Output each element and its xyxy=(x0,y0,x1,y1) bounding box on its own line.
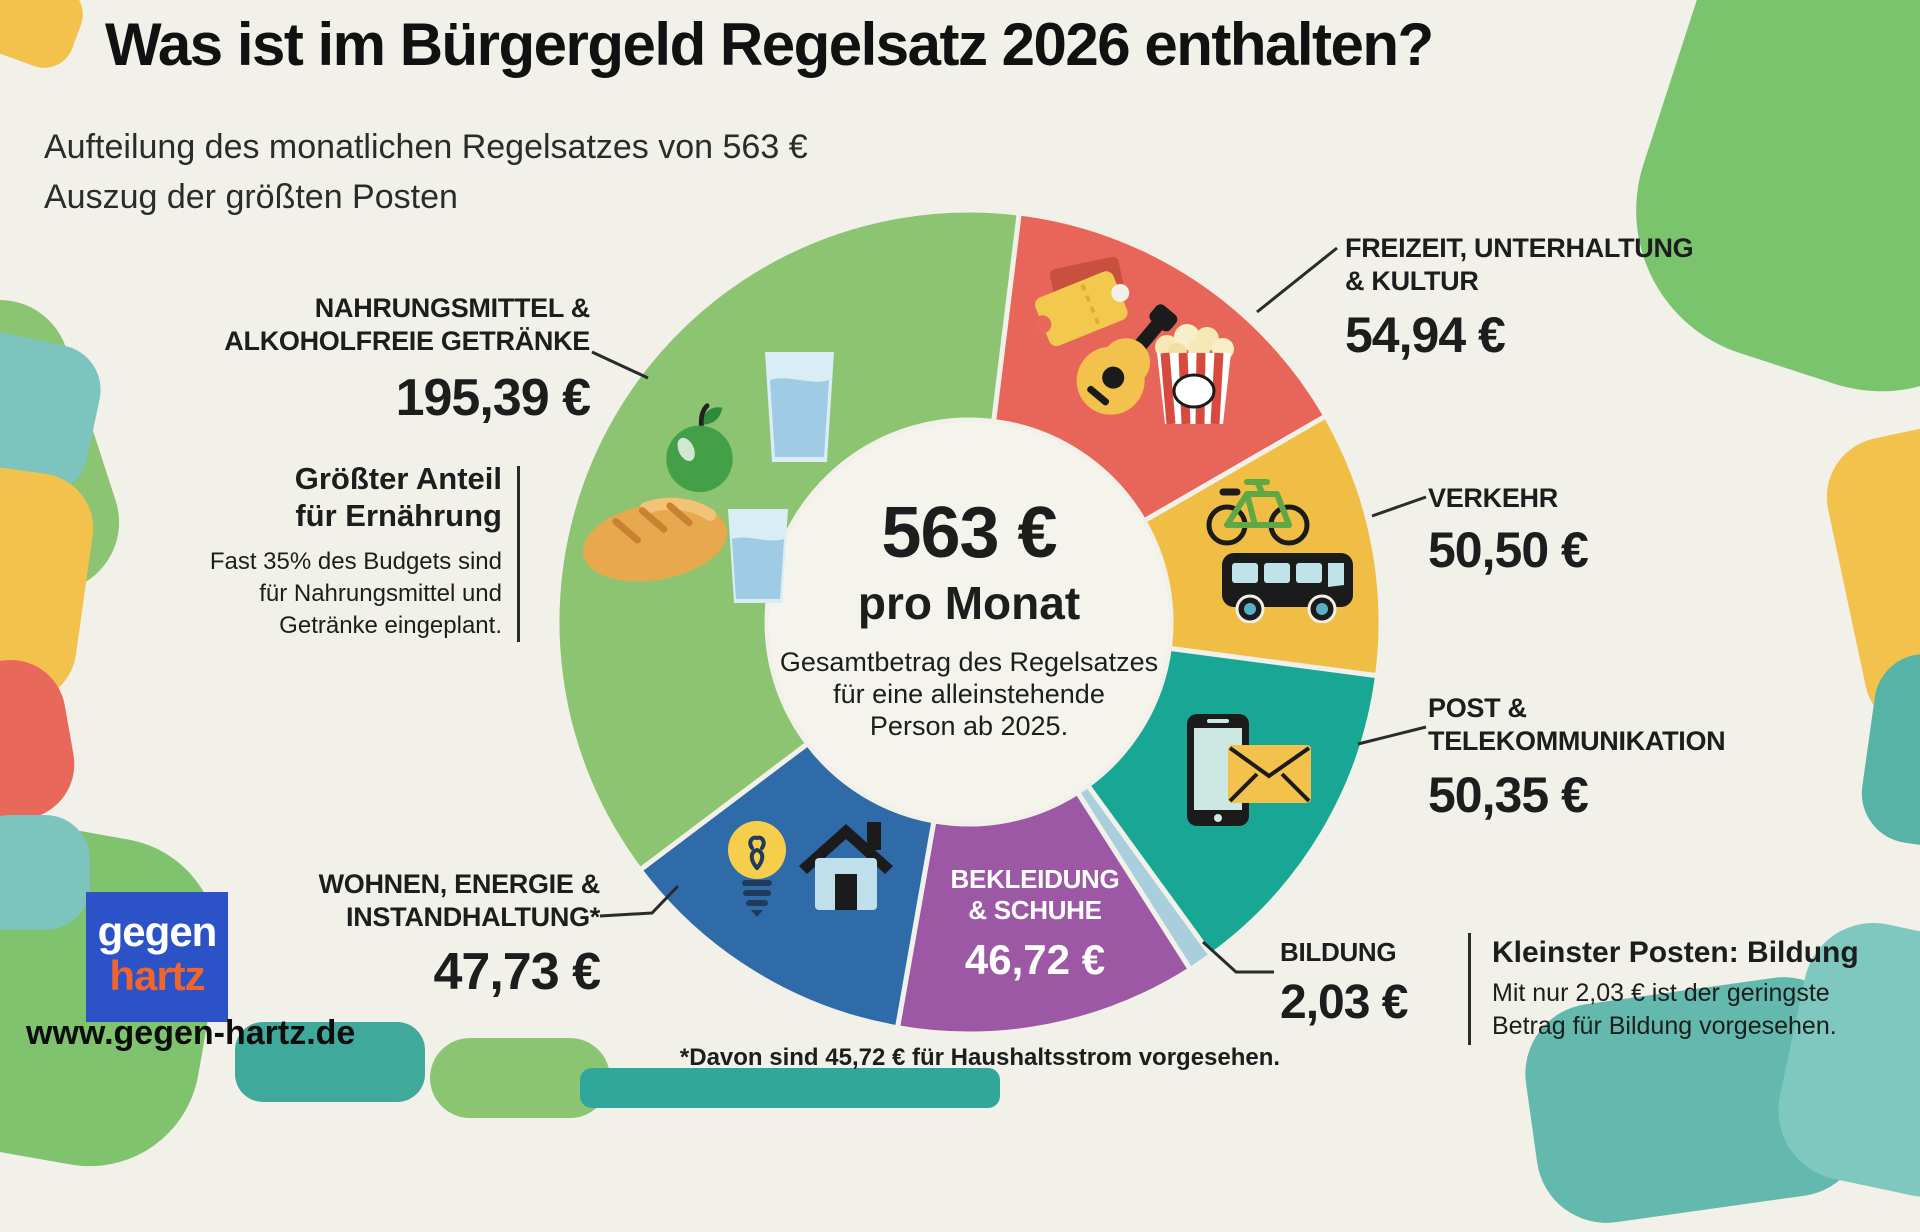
callout-bekleidung-on-segment: BEKLEIDUNG & SCHUHE 46,72 € xyxy=(930,864,1140,984)
donut-center-circle xyxy=(769,422,1169,822)
total-period: pro Monat xyxy=(857,577,1081,629)
connector-freizeit xyxy=(1256,246,1338,314)
callout-label: BEKLEIDUNG xyxy=(950,864,1120,894)
note-title: Größter Anteil xyxy=(294,461,502,496)
connector-nahrung xyxy=(591,350,649,380)
callout-label: ALKOHOLFREIE GETRÄNKE xyxy=(224,326,590,356)
callout-wohnen: WOHNEN, ENERGIE & INSTANDHALTUNG* 47,73 … xyxy=(160,868,602,1002)
callout-label: FREIZEIT, UNTERHALTUNG xyxy=(1345,233,1694,263)
callout-label: TELEKOMMUNIKATION xyxy=(1428,726,1726,756)
connector-bildung xyxy=(1201,940,1274,974)
callout-nahrungsmittel: NAHRUNGSMITTEL & ALKOHOLFREIE GETRÄNKE 1… xyxy=(150,292,591,428)
callout-amount: 195,39 € xyxy=(395,369,591,427)
donut-center-text: 563 € pro Monat Gesamtbetrag des Regelsa… xyxy=(769,492,1169,742)
bread-icon xyxy=(573,485,736,600)
callout-amount: 46,72 € xyxy=(964,936,1106,983)
callout-amount: 50,35 € xyxy=(1428,767,1589,823)
donut-segment-bekleidung xyxy=(894,789,1193,1037)
callout-amount: 47,73 € xyxy=(433,943,602,1001)
guitar-icon xyxy=(1063,295,1193,430)
center-description: für eine alleinstehende xyxy=(833,679,1105,709)
callout-amount: 54,94 € xyxy=(1345,307,1506,363)
center-description: Person ab 2025. xyxy=(869,711,1069,741)
note-text: Fast 35% des Budgets sind xyxy=(209,548,502,575)
callout-label: NAHRUNGSMITTEL & xyxy=(314,293,591,323)
callout-label: POST & xyxy=(1428,693,1527,723)
divider-line xyxy=(1468,933,1471,1045)
note-title: Kleinster Posten: Bildung xyxy=(1492,936,1859,969)
callout-label: & KULTUR xyxy=(1345,266,1479,296)
note-text: für Nahrungsmittel und xyxy=(259,580,502,607)
footnote: *Davon sind 45,72 € für Haushaltsstrom v… xyxy=(679,1044,1281,1071)
total-amount: 563 € xyxy=(881,493,1057,573)
callout-label: BILDUNG xyxy=(1280,937,1397,967)
connector-lines xyxy=(591,246,1427,974)
subtitle-line1: Aufteilung des monatlichen Regelsatzes v… xyxy=(44,128,808,166)
note-text: Getränke eingeplant. xyxy=(279,612,502,639)
callout-label: INSTANDHALTUNG* xyxy=(346,902,600,932)
callout-label: WOHNEN, ENERGIE & xyxy=(318,869,601,899)
water-glass-icon xyxy=(757,350,842,470)
lightbulb-icon xyxy=(724,818,790,923)
cinema-tickets-icon xyxy=(1016,240,1154,369)
note-title: für Ernährung xyxy=(295,498,502,533)
house-icon xyxy=(791,814,901,919)
note-text: Betrag für Bildung vorgesehen. xyxy=(1492,1012,1837,1040)
gegen-hartz-logo: gegen hartz xyxy=(86,892,228,1022)
apple-icon xyxy=(652,400,747,500)
note-bildung: Kleinster Posten: Bildung Mit nur 2,03 €… xyxy=(1492,934,1859,1043)
callout-amount: 50,50 € xyxy=(1428,522,1589,578)
callout-label: & SCHUHE xyxy=(968,895,1102,925)
callout-post: POST & TELEKOMMUNIKATION 50,35 € xyxy=(1428,692,1726,824)
divider-line xyxy=(517,466,520,642)
bus-icon xyxy=(1220,551,1355,628)
water-glass-icon xyxy=(722,507,794,610)
logo-text-gegen: gegen xyxy=(97,908,218,955)
bicycle-icon xyxy=(1203,470,1313,553)
note-nahrungsmittel: Größter Anteil für Ernährung Fast 35% de… xyxy=(150,460,502,642)
connector-verkehr xyxy=(1371,495,1427,518)
subtitle-line2: Auszug der größten Posten xyxy=(44,178,458,216)
website-url: www.gegen-hartz.de xyxy=(26,1014,356,1052)
popcorn-icon xyxy=(1149,321,1239,431)
callout-bildung: BILDUNG 2,03 € xyxy=(1280,936,1408,1030)
page-title: Was ist im Bürgergeld Regelsatz 2026 ent… xyxy=(105,11,1434,78)
center-description: Gesamtbetrag des Regelsatzes xyxy=(779,647,1159,677)
callout-freizeit: FREIZEIT, UNTERHALTUNG & KULTUR 54,94 € xyxy=(1345,232,1694,364)
callout-label: VERKEHR xyxy=(1428,483,1558,513)
connector-wohnen xyxy=(599,884,680,918)
note-text: Mit nur 2,03 € ist der geringste xyxy=(1492,979,1830,1007)
connector-post xyxy=(1357,725,1427,746)
callout-verkehr: VERKEHR 50,50 € xyxy=(1428,482,1589,579)
envelope-icon xyxy=(1227,744,1312,809)
decorative-blob-teal-bottom-left xyxy=(0,815,90,930)
logo-text-hartz: hartz xyxy=(109,952,205,999)
callout-amount: 2,03 € xyxy=(1280,976,1408,1029)
